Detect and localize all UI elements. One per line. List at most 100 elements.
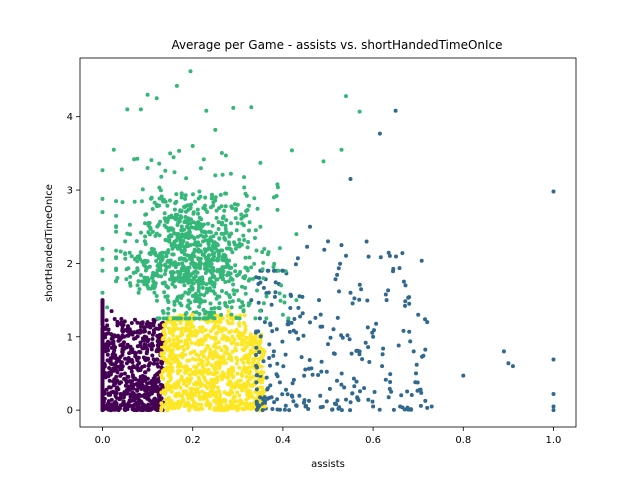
data-point <box>175 382 180 387</box>
data-point <box>114 229 119 234</box>
data-point <box>238 305 243 310</box>
data-point <box>196 248 201 253</box>
data-point <box>119 380 123 385</box>
data-point <box>207 310 211 315</box>
data-point <box>179 327 183 332</box>
data-point <box>201 307 206 312</box>
data-point <box>133 377 138 382</box>
data-point <box>146 337 151 342</box>
data-point <box>350 391 355 396</box>
data-point <box>258 337 263 342</box>
data-point <box>278 407 282 412</box>
data-point <box>192 364 197 369</box>
data-point <box>195 207 200 212</box>
data-point <box>159 250 164 255</box>
data-point <box>200 389 205 394</box>
data-point <box>157 323 162 328</box>
data-point <box>362 386 367 391</box>
data-point <box>240 406 245 411</box>
data-point <box>169 261 174 266</box>
data-point <box>354 379 359 384</box>
data-point <box>226 321 231 326</box>
data-point <box>128 274 133 279</box>
data-point <box>165 203 170 208</box>
data-point <box>178 368 183 373</box>
data-point <box>203 378 208 383</box>
data-point <box>270 407 275 411</box>
data-point <box>186 400 191 405</box>
data-point <box>261 370 266 375</box>
data-point <box>205 286 209 291</box>
data-point <box>388 380 393 384</box>
data-point <box>145 392 150 397</box>
data-point <box>208 288 213 293</box>
data-point <box>372 390 377 394</box>
data-point <box>191 399 196 404</box>
data-point <box>198 243 203 248</box>
data-point <box>100 342 105 347</box>
data-point <box>123 239 128 244</box>
data-point <box>100 364 105 369</box>
data-point <box>326 342 330 347</box>
data-point <box>141 355 146 360</box>
data-point <box>200 252 205 257</box>
data-point <box>409 393 414 397</box>
data-point <box>154 231 159 236</box>
data-point <box>201 157 206 162</box>
data-point <box>241 233 246 238</box>
data-point <box>187 322 192 327</box>
plot-frame <box>79 57 577 428</box>
data-point <box>348 408 353 413</box>
data-point <box>172 308 177 313</box>
data-point <box>154 406 159 411</box>
data-point <box>337 289 341 294</box>
data-point <box>211 274 216 279</box>
data-point <box>264 375 269 380</box>
data-point <box>159 361 164 366</box>
data-point <box>336 406 341 411</box>
data-point <box>204 396 209 400</box>
data-point <box>183 278 188 283</box>
data-point <box>365 325 370 330</box>
data-point <box>184 379 189 384</box>
data-point <box>194 310 199 315</box>
data-point <box>123 356 128 361</box>
data-point <box>307 398 311 403</box>
data-point <box>275 361 280 366</box>
data-point <box>254 275 259 280</box>
data-point <box>551 189 556 194</box>
data-point <box>281 364 286 369</box>
data-point <box>254 369 259 374</box>
data-point <box>150 337 155 341</box>
data-point <box>194 329 199 334</box>
data-point <box>164 284 169 289</box>
data-point <box>357 352 362 357</box>
data-point <box>216 355 221 360</box>
data-point <box>170 252 175 257</box>
data-point <box>199 337 204 342</box>
data-point <box>383 292 388 297</box>
data-point <box>203 255 208 260</box>
data-point <box>265 268 270 273</box>
data-point <box>207 355 212 359</box>
data-point <box>106 391 110 396</box>
data-point <box>119 167 124 172</box>
data-point <box>177 399 182 404</box>
data-point <box>414 362 419 367</box>
data-point <box>168 151 173 156</box>
data-point <box>218 402 223 407</box>
data-point <box>191 263 196 268</box>
data-point <box>307 358 312 362</box>
data-point <box>321 159 326 164</box>
data-point <box>216 220 221 225</box>
data-point <box>393 108 398 113</box>
data-point <box>256 357 261 362</box>
data-point <box>222 236 227 240</box>
data-point <box>164 402 169 406</box>
data-point <box>102 396 107 401</box>
data-point <box>179 377 184 382</box>
data-point <box>125 107 130 112</box>
data-point <box>104 406 109 411</box>
data-point <box>339 147 344 152</box>
data-point <box>268 383 273 388</box>
